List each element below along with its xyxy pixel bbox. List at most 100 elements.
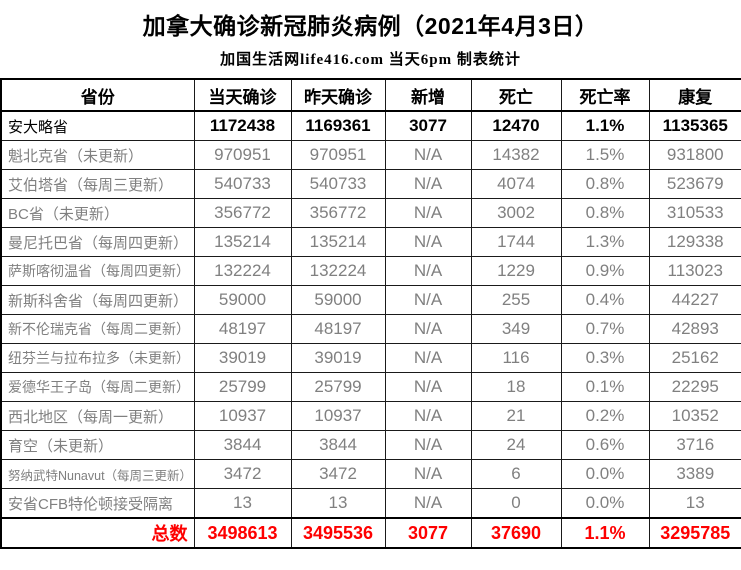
- deaths-cell: 1744: [470, 227, 562, 257]
- col-header-yesterday: 昨天确诊: [290, 78, 386, 112]
- province-name-cell: 努纳武特Nunavut（每周三更新）: [0, 459, 195, 489]
- province-name-cell: 艾伯塔省（每周三更新）: [0, 169, 195, 199]
- today-cell: 1172438: [193, 110, 292, 141]
- yesterday-cell: 356772: [290, 198, 386, 228]
- today-cell: 3472: [193, 459, 292, 489]
- today-cell: 10937: [193, 401, 292, 431]
- recovered-cell: 3716: [648, 430, 741, 460]
- province-name-cell: 魁北克省（未更新）: [0, 140, 195, 170]
- table-row: 努纳武特Nunavut（每周三更新） 3472 3472 N/A 6 0.0% 3389: [0, 459, 741, 489]
- recovered-cell: 129338: [648, 227, 741, 257]
- today-cell: 39019: [193, 343, 292, 373]
- deaths-cell: 0: [470, 488, 562, 519]
- table-row: 育空（未更新） 3844 3844 N/A 24 0.6% 3716: [0, 430, 741, 460]
- col-header-province: 省份: [0, 78, 195, 112]
- today-cell: 25799: [193, 372, 292, 402]
- covid-stats-page: 加拿大确诊新冠肺炎病例（2021年4月3日） 加国生活网life416.com …: [0, 7, 741, 549]
- new-cell: N/A: [384, 227, 472, 257]
- province-name-cell: 新斯科舍省（每周四更新）: [0, 285, 195, 315]
- yesterday-cell: 970951: [290, 140, 386, 170]
- table-row: 安省CFB特伦顿接受隔离 13 13 N/A 0 0.0% 13: [0, 488, 741, 519]
- today-cell: 48197: [193, 314, 292, 344]
- new-cell: N/A: [384, 430, 472, 460]
- table-row: 新斯科舍省（每周四更新） 59000 59000 N/A 255 0.4% 44227: [0, 285, 741, 315]
- today-cell: 540733: [193, 169, 292, 199]
- today-cell: 970951: [193, 140, 292, 170]
- province-name-cell: 安省CFB特伦顿接受隔离: [0, 488, 195, 519]
- new-cell: N/A: [384, 140, 472, 170]
- province-name-cell: 安大略省: [0, 110, 195, 141]
- recovered-cell: 44227: [648, 285, 741, 315]
- today-cell: 135214: [193, 227, 292, 257]
- new-cell: N/A: [384, 198, 472, 228]
- table-body: 安大略省 1172438 1169361 3077 12470 1.1% 1135365 魁北…: [0, 110, 741, 519]
- deaths-cell: 12470: [470, 110, 562, 141]
- total-yesterday-cell: 3495536: [290, 517, 386, 549]
- new-cell: N/A: [384, 343, 472, 373]
- recovered-cell: 22295: [648, 372, 741, 402]
- yesterday-cell: 3472: [290, 459, 386, 489]
- recovered-cell: 1135365: [648, 110, 741, 141]
- yesterday-cell: 132224: [290, 256, 386, 286]
- recovered-cell: 10352: [648, 401, 741, 431]
- page-title: 加拿大确诊新冠肺炎病例（2021年4月3日）: [142, 13, 599, 39]
- new-cell: N/A: [384, 256, 472, 286]
- recovered-cell: 310533: [648, 198, 741, 228]
- table-row: 曼尼托巴省（每周四更新） 135214 135214 N/A 1744 1.3% 12933…: [0, 227, 741, 257]
- deaths-cell: 24: [470, 430, 562, 460]
- yesterday-cell: 59000: [290, 285, 386, 315]
- death-rate-cell: 0.2%: [560, 401, 650, 431]
- deaths-cell: 1229: [470, 256, 562, 286]
- recovered-cell: 523679: [648, 169, 741, 199]
- total-recovered-cell: 3295785: [648, 517, 741, 549]
- today-cell: 356772: [193, 198, 292, 228]
- yesterday-cell: 540733: [290, 169, 386, 199]
- table-row: 西北地区（每周一更新） 10937 10937 N/A 21 0.2% 10352: [0, 401, 741, 431]
- recovered-cell: 42893: [648, 314, 741, 344]
- death-rate-cell: 0.0%: [560, 459, 650, 489]
- deaths-cell: 4074: [470, 169, 562, 199]
- new-cell: N/A: [384, 314, 472, 344]
- province-name-cell: 西北地区（每周一更新）: [0, 401, 195, 431]
- death-rate-cell: 0.8%: [560, 169, 650, 199]
- death-rate-cell: 0.9%: [560, 256, 650, 286]
- yesterday-cell: 25799: [290, 372, 386, 402]
- col-header-new: 新增: [384, 78, 472, 112]
- header-row: 省份 当天确诊 昨天确诊 新增 死亡 死亡率 康复: [0, 78, 741, 112]
- death-rate-cell: 1.5%: [560, 140, 650, 170]
- yesterday-cell: 13: [290, 488, 386, 519]
- recovered-cell: 3389: [648, 459, 741, 489]
- new-cell: N/A: [384, 488, 472, 519]
- yesterday-cell: 39019: [290, 343, 386, 373]
- deaths-cell: 3002: [470, 198, 562, 228]
- source-subtitle: 加国生活网life416.com 当天6pm 制表统计: [220, 52, 521, 68]
- province-name-cell: 纽芬兰与拉布拉多（未更新）: [0, 343, 195, 373]
- province-name-cell: 新不伦瑞克省（每周二更新）: [0, 314, 195, 344]
- today-cell: 132224: [193, 256, 292, 286]
- table-row: 新不伦瑞克省（每周二更新） 48197 48197 N/A 349 0.7% 42893: [0, 314, 741, 344]
- death-rate-cell: 0.1%: [560, 372, 650, 402]
- deaths-cell: 349: [470, 314, 562, 344]
- col-header-today: 当天确诊: [193, 78, 292, 112]
- yesterday-cell: 135214: [290, 227, 386, 257]
- deaths-cell: 21: [470, 401, 562, 431]
- today-cell: 3844: [193, 430, 292, 460]
- today-cell: 59000: [193, 285, 292, 315]
- yesterday-cell: 1169361: [290, 110, 386, 141]
- table-row: 爱德华王子岛（每周二更新） 25799 25799 N/A 18 0.1% 22295: [0, 372, 741, 402]
- table-row: 艾伯塔省（每周三更新） 540733 540733 N/A 4074 0.8% 523679: [0, 169, 741, 199]
- today-cell: 13: [193, 488, 292, 519]
- table-row: 安大略省 1172438 1169361 3077 12470 1.1% 1135365: [0, 110, 741, 141]
- table-row: 萨斯喀彻温省（每周四更新） 132224 132224 N/A 1229 0.9% 1130…: [0, 256, 741, 286]
- death-rate-cell: 0.4%: [560, 285, 650, 315]
- col-header-recovered: 康复: [648, 78, 741, 112]
- recovered-cell: 25162: [648, 343, 741, 373]
- yesterday-cell: 3844: [290, 430, 386, 460]
- new-cell: N/A: [384, 459, 472, 489]
- total-label-cell: 总数: [0, 517, 195, 549]
- recovered-cell: 113023: [648, 256, 741, 286]
- death-rate-cell: 0.7%: [560, 314, 650, 344]
- province-name-cell: 曼尼托巴省（每周四更新）: [0, 227, 195, 257]
- table-row: BC省（未更新） 356772 356772 N/A 3002 0.8% 310533: [0, 198, 741, 228]
- province-name-cell: 萨斯喀彻温省（每周四更新）: [0, 256, 195, 286]
